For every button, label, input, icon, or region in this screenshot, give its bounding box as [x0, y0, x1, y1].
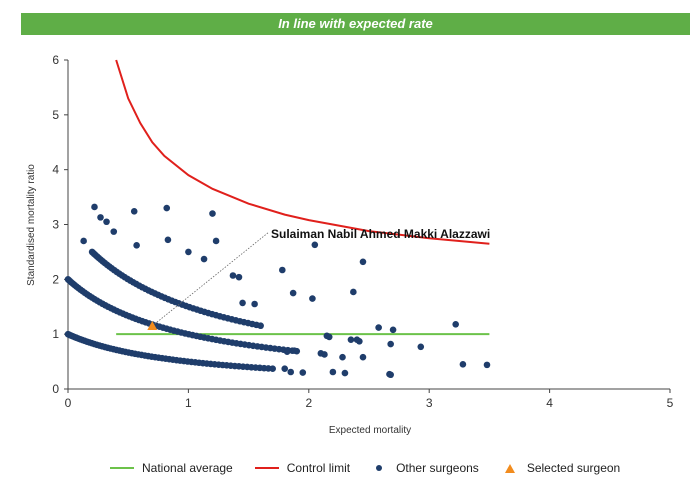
- surgeon-point: [239, 299, 246, 307]
- surgeon-point: [309, 295, 316, 302]
- surgeon-point: [387, 340, 394, 348]
- triangle-swatch: [504, 463, 515, 473]
- surgeon-point: [97, 214, 104, 221]
- surgeon-point: [483, 361, 491, 369]
- surgeon-point: [200, 255, 208, 263]
- legend-label: National average: [142, 461, 233, 475]
- y-tick-label: 5: [52, 108, 59, 122]
- surgeon-point: [359, 258, 367, 266]
- y-tick-label: 1: [52, 327, 59, 341]
- green-line-swatch: [110, 467, 134, 469]
- surgeon-point: [281, 365, 289, 373]
- surgeon-point: [389, 326, 397, 334]
- control-limit-line: [115, 59, 490, 245]
- surgeon-point: [299, 369, 307, 376]
- surgeon-point: [209, 210, 216, 217]
- surgeon-point: [164, 236, 172, 244]
- surgeon-point: [417, 343, 425, 351]
- x-axis-label: Expected mortality: [329, 425, 411, 436]
- y-tick-label: 3: [52, 218, 59, 232]
- x-tick-label: 2: [305, 396, 312, 410]
- surgeon-point: [347, 336, 355, 343]
- legend-item-national-average: National average: [110, 461, 233, 475]
- surgeon-point: [350, 288, 357, 296]
- legend-label: Selected surgeon: [526, 461, 621, 475]
- surgeon-point: [229, 272, 237, 279]
- selected-surgeon-point: [147, 320, 158, 330]
- surgeon-point: [329, 368, 337, 376]
- outlier-status-banner: In line with expected rate: [21, 13, 690, 35]
- y-tick-label: 0: [52, 382, 59, 396]
- legend-item-selected-surgeon: Selected surgeon: [501, 461, 620, 475]
- surgeon-point: [133, 242, 140, 249]
- surgeon-point: [353, 336, 361, 343]
- surgeon-point: [341, 369, 349, 377]
- surgeon-point: [251, 300, 258, 308]
- legend-label: Other surgeons: [396, 461, 479, 475]
- surgeon-point: [325, 333, 333, 341]
- surgeon-point: [283, 348, 291, 356]
- legend-label: Control limit: [286, 461, 351, 475]
- surgeon-point: [163, 204, 171, 212]
- surgeon-point: [235, 273, 243, 281]
- dot-swatch: [376, 465, 383, 471]
- x-tick-label: 5: [667, 396, 674, 410]
- legend: National average Control limit Other sur…: [110, 458, 642, 478]
- y-axis-label: Standardised mortality ratio: [26, 164, 37, 286]
- surgeon-point: [321, 351, 328, 358]
- legend-item-control-limit: Control limit: [254, 461, 351, 475]
- surgeon-point: [185, 248, 192, 256]
- surgeon-point: [452, 320, 459, 328]
- surgeon-point: [291, 347, 298, 354]
- surgeon-point: [91, 203, 98, 211]
- y-tick-label: 2: [52, 272, 59, 286]
- surgeon-point: [359, 353, 367, 361]
- x-tick-label: 0: [65, 396, 72, 410]
- surgeon-point: [269, 365, 276, 372]
- surgeon-point: [287, 368, 295, 376]
- surgeon-point: [110, 228, 118, 235]
- plot-area: [64, 59, 491, 379]
- surgeon-point: [80, 237, 87, 245]
- red-line-swatch: [254, 467, 279, 469]
- surgeon-point: [375, 324, 382, 331]
- surgeon-point: [130, 208, 138, 215]
- x-tick-label: 4: [546, 396, 553, 410]
- selected-surgeon-annotation: Sulaiman Nabil Ahmed Makki Alazzawi: [271, 227, 490, 241]
- surgeon-point: [212, 237, 220, 245]
- x-tick-label: 3: [426, 396, 433, 410]
- y-tick-label: 6: [52, 53, 59, 67]
- surgeon-point: [103, 218, 110, 226]
- surgeon-point: [459, 361, 467, 368]
- surgeon-point: [289, 289, 297, 297]
- annotation-leader-line: [152, 231, 270, 327]
- surgeon-point: [387, 371, 394, 379]
- x-tick-label: 1: [185, 396, 192, 410]
- legend-item-other-surgeons: Other surgeons: [372, 461, 479, 475]
- surgeon-point: [339, 353, 346, 361]
- y-tick-label: 4: [52, 163, 59, 177]
- surgeon-point: [257, 322, 264, 330]
- surgeon-point: [311, 241, 319, 249]
- surgeon-point: [279, 266, 286, 274]
